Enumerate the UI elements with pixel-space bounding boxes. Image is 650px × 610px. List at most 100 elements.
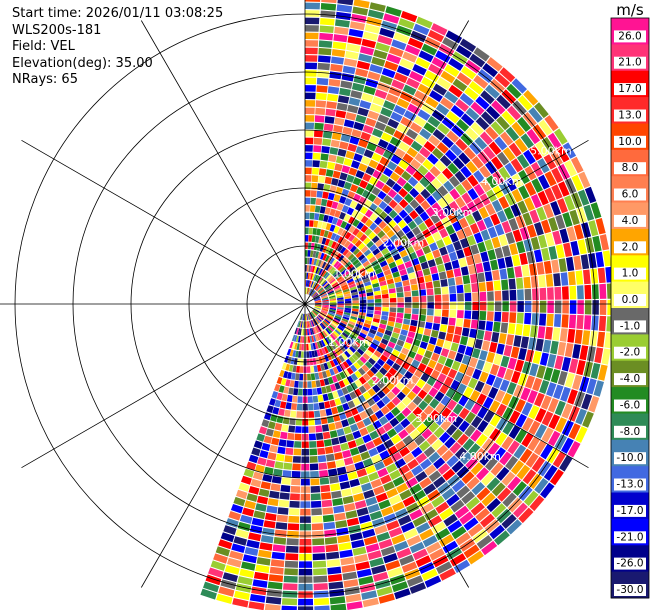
- velocity-cell: [296, 320, 300, 327]
- velocity-cell: [373, 314, 381, 319]
- velocity-cell: [599, 234, 610, 251]
- velocity-cell: [393, 204, 404, 214]
- colorbar-tick-bg: [614, 557, 646, 570]
- velocity-cell: [394, 371, 404, 381]
- velocity-cell: [388, 288, 396, 294]
- velocity-cell: [318, 236, 323, 244]
- velocity-cell: [554, 355, 564, 370]
- velocity-cell: [460, 266, 469, 276]
- velocity-cell: [278, 499, 290, 508]
- velocity-cell: [423, 405, 434, 416]
- velocity-cell: [425, 322, 433, 330]
- velocity-cell: [329, 307, 337, 311]
- velocity-cell: [449, 188, 461, 200]
- velocity-cell: [316, 364, 322, 372]
- velocity-cell: [481, 472, 495, 486]
- velocity-cell: [331, 281, 339, 287]
- velocity-cell: [383, 215, 393, 224]
- velocity-cell: [554, 286, 562, 300]
- velocity-cell: [314, 274, 318, 282]
- velocity-cell: [437, 482, 451, 495]
- velocity-cell: [337, 534, 351, 544]
- velocity-cell: [495, 403, 507, 417]
- velocity-cell: [320, 311, 327, 315]
- velocity-cell: [381, 506, 394, 517]
- velocity-cell: [342, 248, 350, 256]
- velocity-cell: [491, 332, 500, 343]
- velocity-cell: [473, 183, 485, 197]
- velocity-cell: [326, 345, 332, 353]
- velocity-cell: [452, 391, 463, 403]
- velocity-cell: [494, 223, 505, 236]
- velocity-cell: [396, 292, 404, 298]
- velocity-cell: [487, 442, 500, 456]
- velocity-cell: [314, 213, 320, 221]
- velocity-cell: [398, 429, 409, 440]
- velocity-cell: [342, 288, 350, 293]
- velocity-cell: [269, 566, 284, 575]
- velocity-cell: [327, 566, 342, 575]
- velocity-cell: [378, 243, 387, 252]
- velocity-cell: [505, 455, 519, 471]
- velocity-cell: [451, 526, 467, 540]
- velocity-cell: [437, 373, 447, 383]
- velocity-cell: [417, 389, 428, 400]
- velocity-cell: [305, 25, 319, 32]
- velocity-cell: [347, 143, 358, 152]
- velocity-cell: [506, 267, 515, 279]
- velocity-cell: [334, 398, 342, 406]
- velocity-cell: [461, 491, 476, 505]
- velocity-cell: [424, 218, 434, 228]
- velocity-cell: [343, 329, 351, 336]
- velocity-cell: [441, 286, 449, 295]
- velocity-cell: [595, 218, 606, 235]
- velocity-cell: [486, 105, 501, 120]
- velocity-cell: [342, 378, 350, 386]
- velocity-cell: [311, 319, 316, 326]
- velocity-cell: [365, 407, 374, 417]
- velocity-cell: [316, 387, 323, 395]
- velocity-cell: [346, 601, 363, 610]
- velocity-cell: [379, 280, 387, 287]
- velocity-cell: [468, 81, 484, 95]
- velocity-cell: [414, 90, 428, 102]
- velocity-cell: [365, 284, 373, 290]
- velocity-cell: [479, 350, 488, 361]
- velocity-cell: [383, 100, 396, 111]
- velocity-cell: [305, 122, 315, 130]
- colorbar-tick-bg: [614, 267, 646, 280]
- velocity-cell: [477, 406, 489, 419]
- velocity-cell: [305, 314, 307, 321]
- velocity-cell: [298, 583, 313, 591]
- velocity-cell: [305, 257, 308, 264]
- velocity-cell: [412, 64, 427, 76]
- velocity-cell: [354, 554, 369, 564]
- velocity-cell: [470, 502, 485, 516]
- velocity-cell: [363, 237, 371, 245]
- velocity-cell: [424, 366, 434, 376]
- velocity-cell: [350, 184, 359, 193]
- velocity-cell: [594, 347, 604, 364]
- velocity-cell: [302, 313, 305, 321]
- velocity-cell: [340, 557, 355, 566]
- velocity-cell: [305, 160, 313, 167]
- velocity-cell: [382, 150, 394, 160]
- velocity-cell: [358, 376, 367, 385]
- velocity-cell: [419, 295, 427, 302]
- velocity-cell: [287, 432, 295, 440]
- velocity-cell: [342, 571, 358, 581]
- radial-spoke: [140, 20, 306, 305]
- velocity-cell: [483, 424, 495, 437]
- velocity-cell: [327, 275, 333, 282]
- velocity-cell: [339, 481, 351, 490]
- velocity-cell: [418, 400, 429, 411]
- velocity-cell: [311, 380, 317, 388]
- velocity-cell: [393, 239, 402, 248]
- velocity-cell: [427, 153, 439, 165]
- velocity-cell: [543, 154, 557, 170]
- velocity-cell: [317, 315, 323, 321]
- velocity-cell: [573, 255, 582, 271]
- velocity-cell: [457, 293, 464, 302]
- velocity-cell: [344, 503, 356, 512]
- velocity-cell: [429, 242, 438, 252]
